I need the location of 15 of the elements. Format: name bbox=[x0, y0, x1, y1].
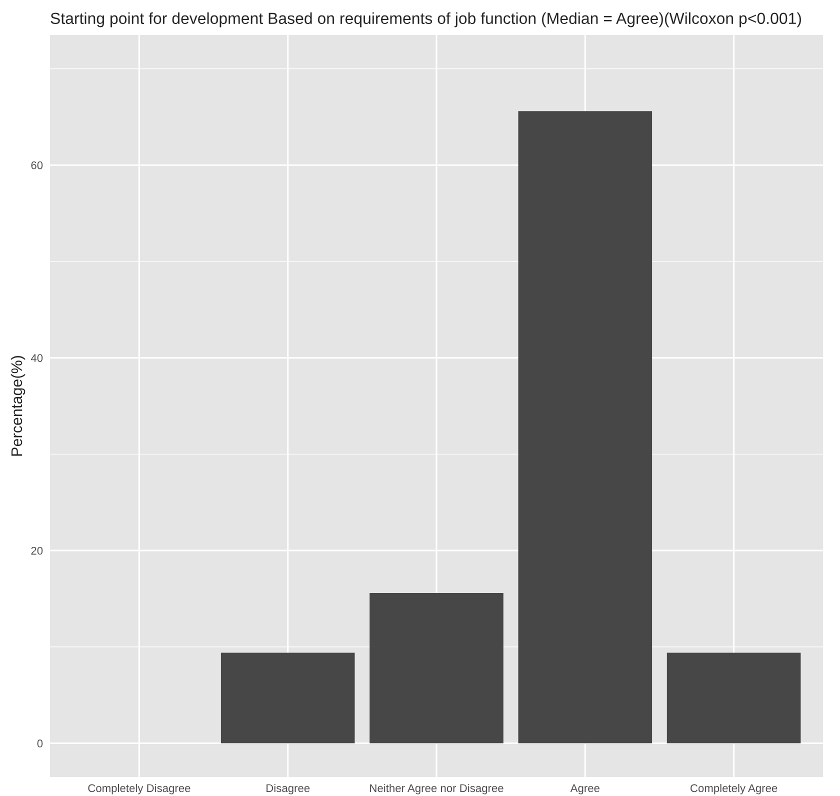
y-tick-label: 60 bbox=[31, 161, 43, 170]
x-tick-label: Neither Agree nor Disagree bbox=[370, 784, 504, 794]
x-tick-label: Disagree bbox=[266, 784, 310, 794]
y-tick-label: 40 bbox=[30, 354, 43, 362]
bar bbox=[370, 592, 504, 744]
y-tick-label: 0 bbox=[37, 740, 43, 748]
bar bbox=[518, 111, 652, 744]
y-tick-label: 20 bbox=[31, 546, 43, 555]
bar bbox=[220, 652, 355, 744]
x-tick-label: Agree bbox=[570, 784, 600, 794]
chart-title: Starting point for development Based on requirements of job function (Median = Agree)(Wilcoxon p<0.001) bbox=[50, 12, 802, 28]
bar bbox=[666, 652, 801, 744]
x-tick-label: Completely Agree bbox=[690, 784, 778, 794]
y-axis-title: Percentage(%) bbox=[10, 356, 26, 456]
x-tick-label: Completely Disagree bbox=[88, 784, 190, 794]
